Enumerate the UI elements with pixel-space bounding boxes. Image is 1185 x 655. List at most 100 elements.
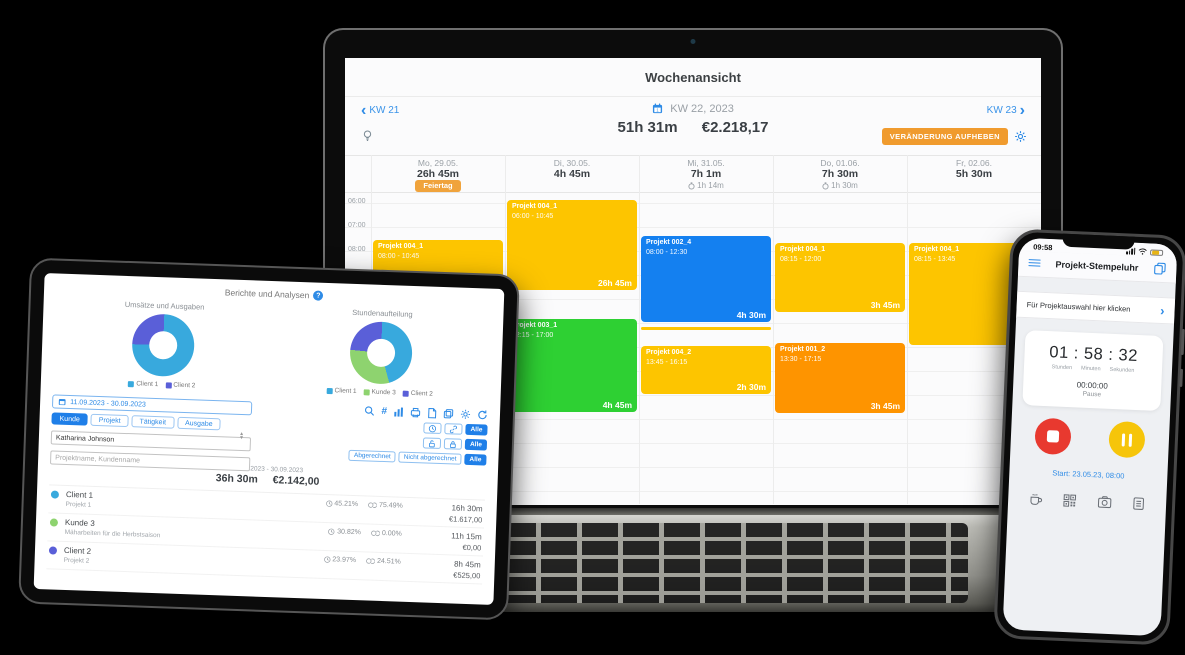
clock-icon — [325, 500, 332, 507]
printer-icon[interactable] — [410, 407, 421, 418]
hashtag-icon[interactable]: # — [381, 405, 388, 418]
filter-alle-button-2[interactable]: Alle — [464, 438, 488, 451]
week-total-amount: €2.218,17 — [701, 119, 769, 136]
volume-button — [1179, 368, 1184, 387]
event-duration: 2h 30m — [736, 382, 766, 392]
day-header-thursday[interactable]: Do, 01.06. 7h 30m 1h 30m — [820, 158, 860, 190]
gear-icon[interactable] — [460, 409, 471, 420]
calendar-event[interactable]: Projekt 004_1 08:15 - 12:00 3h 45m — [775, 243, 905, 312]
camera-icon[interactable] — [1097, 494, 1113, 510]
qr-code-icon[interactable] — [1062, 493, 1078, 509]
help-icon[interactable]: ? — [313, 290, 324, 301]
coins-icon — [366, 558, 376, 564]
holiday-badge: Feiertag — [415, 179, 461, 192]
calendar-event-strip[interactable] — [641, 327, 771, 330]
menu-icon[interactable] — [1028, 257, 1041, 269]
chart-hours-split: Stundenaufteilung Client 1 Kunde 3 Clien… — [271, 305, 492, 400]
billed-button[interactable]: Abgerechnet — [348, 449, 396, 463]
stop-icon — [1046, 430, 1060, 443]
break-cup-icon[interactable] — [1028, 491, 1044, 507]
stepper-icon[interactable]: ▲ ▼ — [238, 430, 245, 442]
copy-icon[interactable] — [1153, 262, 1167, 276]
power-button — [1180, 328, 1185, 356]
donut-chart — [349, 320, 414, 385]
file-icon[interactable] — [427, 407, 437, 419]
stop-button[interactable] — [1034, 417, 1072, 456]
timer-card: 01 : 58 : 32 Stunden Minuten Sekunden 00… — [1022, 330, 1164, 412]
date-range-picker[interactable]: 11.09.2023 - 30.09.2023 — [51, 394, 253, 416]
prev-week-button[interactable]: ‹ KW 21 — [361, 101, 400, 119]
bar-chart-icon[interactable] — [393, 406, 404, 417]
project-select-row[interactable]: Für Projektauswahl hier klicken › — [1016, 290, 1176, 325]
client-color-dot — [49, 517, 59, 527]
event-duration: 3h 45m — [870, 401, 900, 411]
lightbulb-icon[interactable] — [361, 129, 374, 142]
filter-alle-button-3[interactable]: Alle — [464, 453, 487, 466]
day-header-row: Mo, 29.05. 26h 45m Feiertag Di, 30.05. 4… — [345, 155, 1041, 193]
page-title: Wochenansicht — [645, 69, 741, 85]
day-header-monday[interactable]: Mo, 29.05. 26h 45m Feiertag — [415, 158, 461, 192]
tab-kunde[interactable]: Kunde — [51, 412, 89, 426]
next-week-button[interactable]: KW 23 › — [986, 101, 1025, 119]
calendar-event[interactable]: Projekt 002_4 08:00 - 12:30 4h 30m — [641, 236, 771, 322]
chevron-left-icon: ‹ — [361, 101, 367, 119]
table-row[interactable]: Client 2 23.97% 24.51% 8h 45m Projekt 2 … — [46, 541, 484, 585]
day-header-tuesday[interactable]: Di, 30.05. 4h 45m — [553, 158, 591, 180]
table-row[interactable]: Kunde 3 30.82% 0.00% 11h 15m Mäharbeiten… — [47, 513, 485, 557]
filter-link-button[interactable] — [444, 423, 463, 435]
event-duration: 3h 45m — [870, 300, 900, 310]
legend-swatch — [128, 380, 135, 387]
copy-icon[interactable] — [443, 408, 454, 419]
tab-projekt[interactable]: Projekt — [90, 413, 129, 428]
search-icon[interactable] — [364, 405, 375, 416]
calendar-event[interactable]: Projekt 003_1 12:15 - 17:00 4h 45m — [507, 319, 637, 412]
gear-icon[interactable] — [1014, 130, 1027, 143]
legend-swatch — [402, 390, 409, 397]
chevron-right-icon: › — [1159, 302, 1165, 318]
phone-frame: 09:58 Projekt-Stempeluhr Für Projektausw… — [993, 228, 1185, 646]
calendar-event[interactable]: Projekt 004_1 06:00 - 10:45 26h 45m — [507, 200, 637, 290]
svg-text:1: 1 — [657, 108, 660, 113]
day-header-friday[interactable]: Fr, 02.06. 5h 30m — [955, 158, 993, 180]
clock-icon — [323, 556, 330, 563]
notes-icon[interactable] — [1131, 496, 1147, 512]
table-row[interactable]: Client 1 45.21% 75.49% 16h 30m Projekt 1… — [48, 485, 485, 529]
calendar-icon: 1 — [653, 103, 663, 114]
undo-change-button[interactable]: VERÄNDERUNG AUFHEBEN — [881, 128, 1008, 145]
stopwatch-icon — [688, 181, 695, 189]
filter-unlocked-button[interactable] — [422, 437, 442, 450]
tab-taetigkeit[interactable]: Tätigkeit — [131, 415, 175, 429]
timer-value: 01 : 58 : 32 — [1048, 343, 1139, 366]
not-billed-button[interactable]: Nicht abgerechnet — [398, 451, 462, 465]
filter-time-button[interactable] — [423, 422, 442, 435]
reports-title: Berichte und Analysen — [224, 287, 310, 301]
time-label: 08:00 — [348, 246, 366, 253]
week-total-time: 51h 31m — [617, 119, 678, 136]
time-label: 06:00 — [348, 198, 366, 205]
clock-icon — [428, 424, 437, 432]
tablet-frame: Berichte und Analysen ? Umsätze und Ausg… — [18, 257, 520, 621]
refresh-icon[interactable] — [477, 409, 488, 420]
filter-alle-button-1[interactable]: Alle — [465, 423, 488, 436]
tab-ausgabe[interactable]: Ausgabe — [176, 416, 221, 431]
webcam-dot — [690, 39, 696, 44]
donut-chart — [131, 313, 196, 378]
day-header-wednesday[interactable]: Mi, 31.05. 7h 1m 1h 14m — [687, 158, 725, 190]
phone-bottom-icons — [1008, 490, 1167, 512]
phone-screen: 09:58 Projekt-Stempeluhr Für Projektausw… — [1002, 237, 1178, 637]
time-label: 07:00 — [348, 222, 366, 229]
toolbar-icons: # — [350, 405, 488, 421]
week-totals: 51h 31m €2.218,17 — [345, 119, 1041, 136]
pause-button[interactable] — [1108, 420, 1146, 459]
calendar-event[interactable]: Projekt 001_2 13:30 - 17:15 3h 45m — [775, 343, 905, 413]
coins-icon — [368, 502, 378, 508]
pause-icon — [1121, 432, 1126, 447]
calendar-event[interactable]: Projekt 004_2 13:45 - 16:15 2h 30m — [641, 346, 771, 394]
employee-field[interactable] — [50, 430, 252, 452]
current-week: 1 KW 22, 2023 — [345, 103, 1041, 115]
lock-icon — [450, 440, 456, 448]
wifi-icon — [1138, 248, 1147, 255]
filter-locked-button[interactable] — [443, 438, 463, 450]
stopwatch-icon — [822, 181, 829, 189]
status-time: 09:58 — [1033, 242, 1053, 253]
